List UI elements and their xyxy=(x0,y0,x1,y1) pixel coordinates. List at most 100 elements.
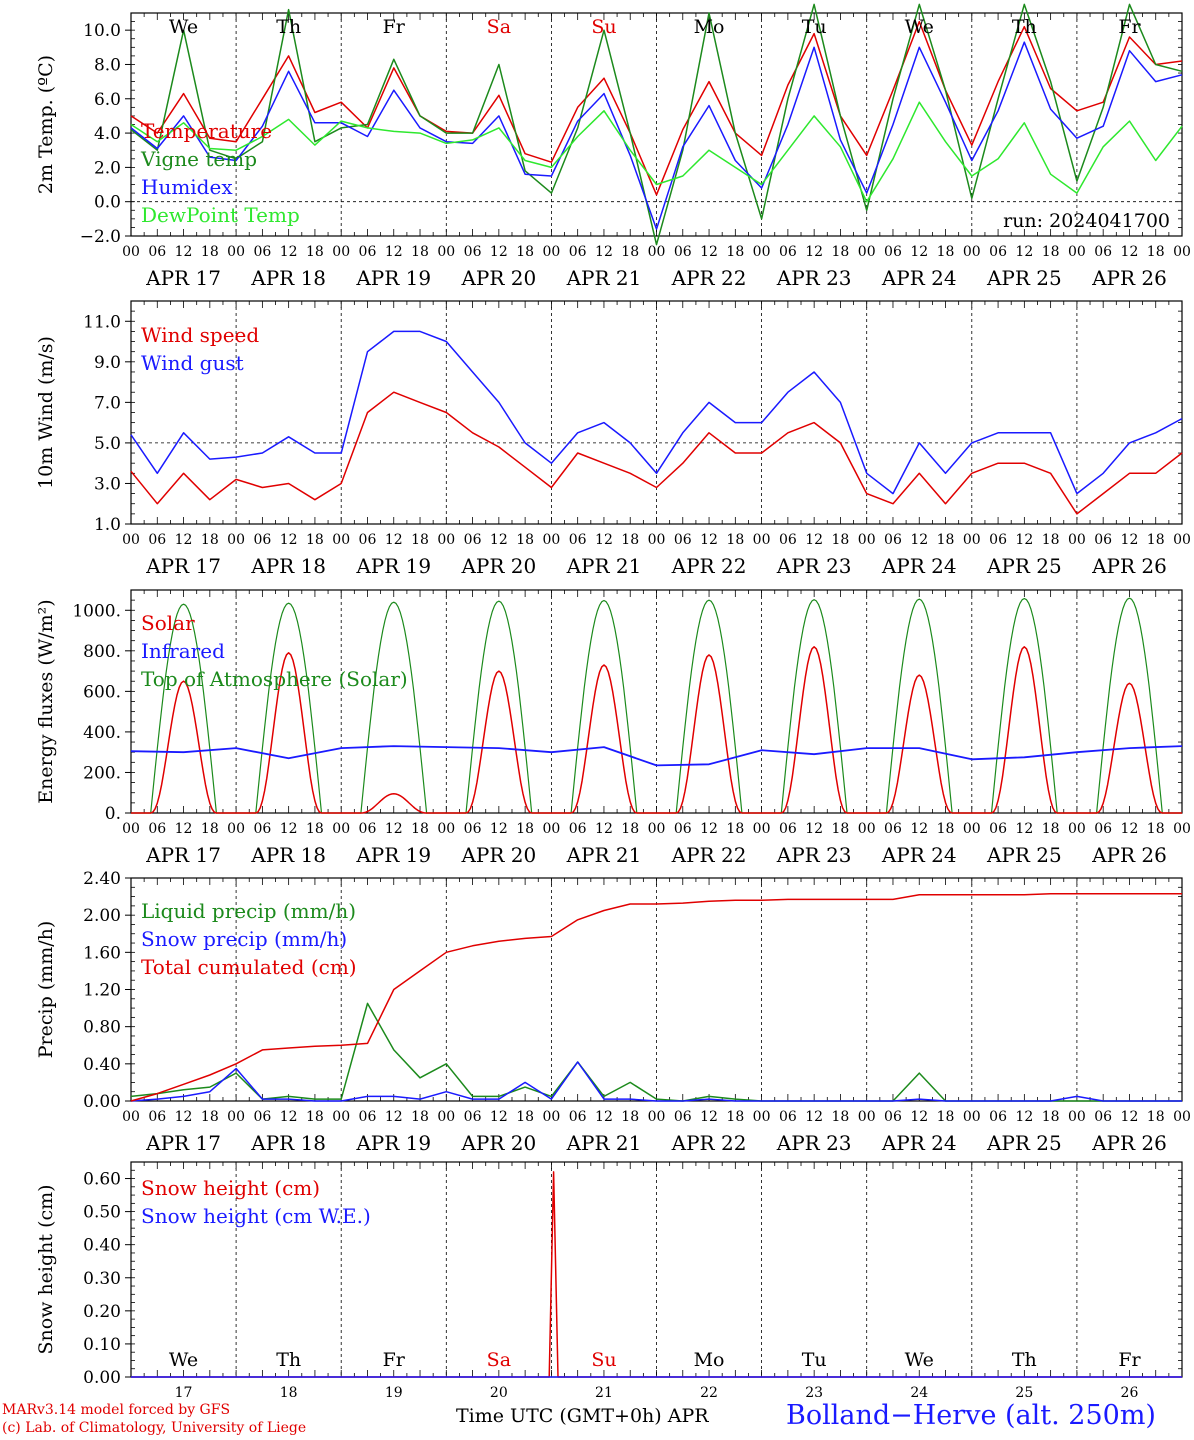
hour-tick-label: 06 xyxy=(779,244,797,260)
date-label: APR 18 xyxy=(250,554,326,578)
hour-tick-label: 00 xyxy=(437,244,455,260)
hour-tick-label: 18 xyxy=(937,244,955,260)
legend-entry: Wind gust xyxy=(141,351,244,375)
hour-tick-label: 00 xyxy=(753,1109,771,1125)
date-label: APR 24 xyxy=(881,843,957,867)
hour-tick-label: 18 xyxy=(621,821,639,837)
day-of-week-label: Tu xyxy=(802,16,827,38)
date-label: APR 17 xyxy=(145,554,221,578)
hour-tick-label: 06 xyxy=(464,244,482,260)
hour-tick-label: 12 xyxy=(1121,821,1139,837)
panel-3: 0. 200. 400. 600. 800. 1000. Energy fluxes (W/… xyxy=(35,589,1191,867)
day-number-label: 19 xyxy=(385,1385,403,1401)
hour-tick-label: 12 xyxy=(385,244,403,260)
hour-tick-label: 06 xyxy=(148,244,166,260)
hour-tick-label: 12 xyxy=(1015,532,1033,548)
date-label: APR 26 xyxy=(1091,554,1167,578)
y-axis-title: Snow height (cm) xyxy=(35,1184,57,1354)
hour-tick-label: 18 xyxy=(201,532,219,548)
hour-tick-label: 12 xyxy=(700,244,718,260)
y-tick-label: 5.0 xyxy=(94,434,121,454)
plot-frame xyxy=(130,300,1183,525)
legend-entry: Wind speed xyxy=(141,323,259,347)
station-name: Bolland−Herve (alt. 250m) xyxy=(786,1400,1156,1431)
day-of-week-label: Fr xyxy=(1118,16,1141,38)
hour-tick-label: 12 xyxy=(910,532,928,548)
hour-tick-label: 12 xyxy=(1015,244,1033,260)
day-of-week-label: Sa xyxy=(487,16,511,38)
hour-tick-label: 00 xyxy=(1068,244,1086,260)
legend-entry: Snow height (cm W.E.) xyxy=(141,1204,371,1228)
hour-tick-label: 12 xyxy=(280,244,298,260)
hour-tick-label: 06 xyxy=(464,821,482,837)
hour-tick-label: 00 xyxy=(1173,244,1191,260)
day-of-week-label: We xyxy=(905,1349,934,1371)
hour-tick-label: 12 xyxy=(595,244,613,260)
hour-tick-label: 18 xyxy=(516,821,534,837)
hour-tick-label: 06 xyxy=(884,1109,902,1125)
hour-tick-label: 00 xyxy=(437,532,455,548)
legend-entry: Solar xyxy=(141,611,195,635)
hour-tick-label: 18 xyxy=(201,821,219,837)
hour-tick-label: 12 xyxy=(175,244,193,260)
hour-tick-label: 12 xyxy=(700,1109,718,1125)
hour-tick-label: 12 xyxy=(1121,244,1139,260)
hour-tick-label: 00 xyxy=(437,821,455,837)
hour-tick-label: 06 xyxy=(464,1109,482,1125)
hour-tick-label: 12 xyxy=(175,821,193,837)
hour-tick-label: 18 xyxy=(726,532,744,548)
date-label: APR 19 xyxy=(355,1131,431,1155)
legend-entry: Infrared xyxy=(141,639,225,663)
y-tick-label: 6.0 xyxy=(94,90,121,110)
hour-tick-label: 00 xyxy=(437,1109,455,1125)
hour-tick-label: 06 xyxy=(1094,1109,1112,1125)
hour-tick-label: 06 xyxy=(253,532,271,548)
infrared-line xyxy=(130,745,1183,767)
day-of-week-label: Tu xyxy=(802,1349,827,1371)
hour-tick-label: 18 xyxy=(1042,532,1060,548)
hour-tick-label: 06 xyxy=(569,532,587,548)
hour-tick-label: 12 xyxy=(1121,1109,1139,1125)
hour-tick-label: 12 xyxy=(385,532,403,548)
y-tick-label: 7.0 xyxy=(94,393,121,413)
hour-tick-label: 00 xyxy=(858,821,876,837)
y-tick-label: 0. xyxy=(105,804,121,824)
hour-tick-label: 00 xyxy=(858,532,876,548)
hour-tick-label: 12 xyxy=(910,244,928,260)
y-tick-label: 0.40 xyxy=(83,1236,121,1256)
date-label: APR 24 xyxy=(881,266,957,290)
day-number-label: 18 xyxy=(280,1385,298,1401)
y-tick-label: 200. xyxy=(83,763,121,783)
hour-tick-label: 06 xyxy=(253,244,271,260)
day-of-week-label: We xyxy=(905,16,934,38)
y-tick-label: 4.0 xyxy=(94,124,121,144)
y-tick-label: 600. xyxy=(83,682,121,702)
hour-tick-label: 12 xyxy=(385,821,403,837)
day-of-week-label: Th xyxy=(276,1349,301,1371)
y-tick-label: 1.60 xyxy=(83,943,121,963)
hour-tick-label: 18 xyxy=(621,244,639,260)
hour-tick-label: 00 xyxy=(963,244,981,260)
hour-tick-label: 00 xyxy=(122,532,140,548)
y-tick-label: 1.0 xyxy=(94,515,121,535)
hour-tick-label: 00 xyxy=(648,532,666,548)
hour-tick-label: 12 xyxy=(910,1109,928,1125)
date-label: APR 17 xyxy=(145,266,221,290)
y-tick-label: 11.0 xyxy=(83,312,121,332)
hour-tick-label: 00 xyxy=(753,532,771,548)
y-tick-label: 0.00 xyxy=(83,1368,121,1388)
series-line-total-cumulated-cm- xyxy=(130,893,1182,1102)
hour-tick-label: 18 xyxy=(726,821,744,837)
day-of-week-label: Th xyxy=(1012,16,1037,38)
hour-tick-label: 12 xyxy=(280,1109,298,1125)
hour-tick-label: 06 xyxy=(148,821,166,837)
date-label: APR 23 xyxy=(776,266,852,290)
day-of-week-label: Th xyxy=(1012,1349,1037,1371)
hour-tick-label: 00 xyxy=(332,532,350,548)
date-label: APR 19 xyxy=(355,843,431,867)
y-tick-label: 0.30 xyxy=(83,1269,121,1289)
hour-tick-label: 18 xyxy=(937,1109,955,1125)
y-tick-label: 0.80 xyxy=(83,1018,121,1038)
hour-tick-label: 18 xyxy=(411,244,429,260)
date-label: APR 25 xyxy=(986,1131,1062,1155)
